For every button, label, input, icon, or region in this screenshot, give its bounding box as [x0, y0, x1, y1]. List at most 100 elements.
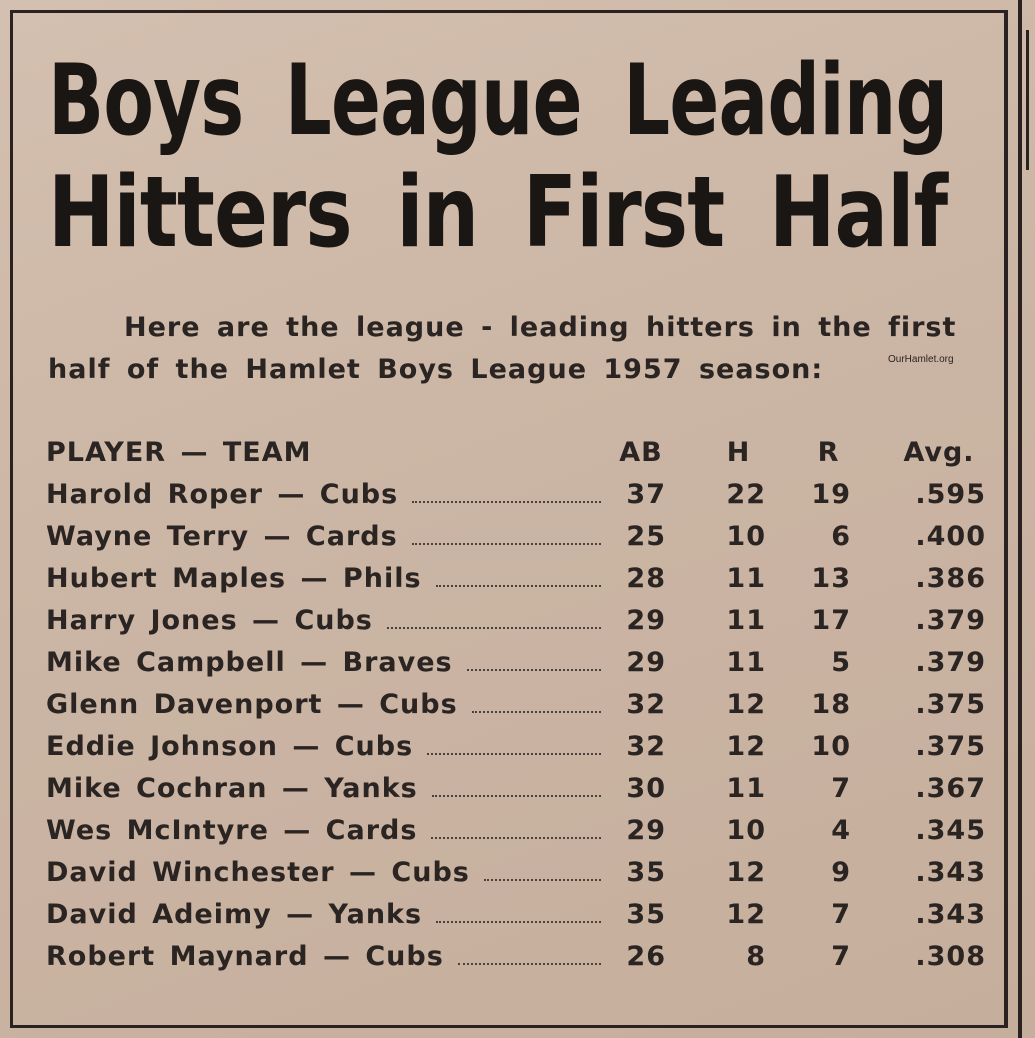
at-bats-cell: 29	[626, 815, 666, 846]
header-h: H	[726, 437, 751, 468]
player-team-cell: Hubert Maples — Phils	[46, 563, 422, 594]
at-bats-cell: 37	[626, 479, 666, 510]
runs-cell: 4	[831, 815, 851, 846]
average-cell: .595	[915, 479, 986, 510]
table-row: Hubert Maples — Phils 28 11 13 .386	[46, 559, 996, 601]
at-bats-cell: 35	[626, 899, 666, 930]
table-header-row: PLAYER — TEAM AB H R Avg.	[46, 433, 996, 475]
runs-cell: 7	[831, 773, 851, 804]
table-row: David Winchester — Cubs 35 12 9 .343	[46, 853, 996, 895]
dot-leader	[436, 919, 601, 923]
player-team-cell: Mike Cochran — Yanks	[46, 773, 418, 804]
runs-cell: 7	[831, 899, 851, 930]
average-cell: .345	[915, 815, 986, 846]
hits-cell: 11	[726, 605, 766, 636]
hits-cell: 11	[726, 563, 766, 594]
player-team-cell: Harry Jones — Cubs	[46, 605, 373, 636]
table-row: Glenn Davenport — Cubs 32 12 18 .375	[46, 685, 996, 727]
header-player-team: PLAYER — TEAM	[46, 437, 312, 468]
runs-cell: 6	[831, 521, 851, 552]
runs-cell: 18	[811, 689, 851, 720]
table-row: Harry Jones — Cubs 29 11 17 .379	[46, 601, 996, 643]
hits-cell: 12	[726, 899, 766, 930]
dot-leader	[412, 499, 601, 503]
dot-leader	[427, 751, 601, 755]
dot-leader	[432, 793, 601, 797]
player-team-cell: Mike Campbell — Braves	[46, 647, 453, 678]
player-team-cell: David Adeimy — Yanks	[46, 899, 423, 930]
player-team-cell: Harold Roper — Cubs	[46, 479, 399, 510]
at-bats-cell: 29	[626, 647, 666, 678]
dot-leader	[436, 583, 601, 587]
average-cell: .379	[915, 605, 986, 636]
headline-line-2: Hitters in First Half	[48, 156, 948, 270]
table-row: Mike Cochran — Yanks 30 11 7 .367	[46, 769, 996, 811]
watermark: OurHamlet.org	[888, 354, 954, 365]
at-bats-cell: 29	[626, 605, 666, 636]
at-bats-cell: 32	[626, 689, 666, 720]
hits-cell: 10	[726, 815, 766, 846]
hits-cell: 22	[726, 479, 766, 510]
runs-cell: 17	[811, 605, 851, 636]
dot-leader	[387, 625, 601, 629]
average-cell: .375	[915, 689, 986, 720]
article-border	[10, 10, 1008, 1028]
average-cell: .367	[915, 773, 986, 804]
average-cell: .343	[915, 899, 986, 930]
player-team-cell: Glenn Davenport — Cubs	[46, 689, 458, 720]
intro-line-2: half of the Hamlet Boys League 1957 seas…	[48, 354, 824, 385]
header-r: R	[817, 437, 840, 468]
hits-cell: 12	[726, 857, 766, 888]
header-avg: Avg.	[903, 437, 975, 468]
dot-leader	[412, 541, 601, 545]
hitters-table: PLAYER — TEAM AB H R Avg. Harold Roper —…	[46, 433, 996, 979]
hits-cell: 11	[726, 647, 766, 678]
hits-cell: 10	[726, 521, 766, 552]
average-cell: .379	[915, 647, 986, 678]
dot-leader	[458, 961, 601, 965]
table-row: Wayne Terry — Cards 25 10 6 .400	[46, 517, 996, 559]
dot-leader	[484, 877, 601, 881]
player-team-cell: Wayne Terry — Cards	[46, 521, 398, 552]
header-ab: AB	[619, 437, 663, 468]
runs-cell: 7	[831, 941, 851, 972]
at-bats-cell: 25	[626, 521, 666, 552]
runs-cell: 10	[811, 731, 851, 762]
runs-cell: 13	[811, 563, 851, 594]
hits-cell: 11	[726, 773, 766, 804]
at-bats-cell: 32	[626, 731, 666, 762]
table-row: Wes McIntyre — Cards 29 10 4 .345	[46, 811, 996, 853]
hits-cell: 8	[746, 941, 766, 972]
dot-leader	[472, 709, 601, 713]
average-cell: .386	[915, 563, 986, 594]
at-bats-cell: 26	[626, 941, 666, 972]
table-row: Harold Roper — Cubs 37 22 19 .595	[46, 475, 996, 517]
at-bats-cell: 28	[626, 563, 666, 594]
dot-leader	[467, 667, 601, 671]
table-body: Harold Roper — Cubs 37 22 19 .595 Wayne Terry…	[46, 475, 996, 979]
runs-cell: 5	[831, 647, 851, 678]
table-row: Eddie Johnson — Cubs 32 12 10 .375	[46, 727, 996, 769]
runs-cell: 19	[811, 479, 851, 510]
headline-line-1: Boys League Leading	[48, 44, 948, 158]
average-cell: .343	[915, 857, 986, 888]
at-bats-cell: 30	[626, 773, 666, 804]
at-bats-cell: 35	[626, 857, 666, 888]
table-row: Robert Maynard — Cubs 26 8 7 .308	[46, 937, 996, 979]
hits-cell: 12	[726, 731, 766, 762]
column-rule	[1018, 0, 1022, 1038]
average-cell: .308	[915, 941, 986, 972]
table-row: Mike Campbell — Braves 29 11 5 .379	[46, 643, 996, 685]
player-team-cell: Wes McIntyre — Cards	[46, 815, 418, 846]
table-row: David Adeimy — Yanks 35 12 7 .343	[46, 895, 996, 937]
player-team-cell: David Winchester — Cubs	[46, 857, 470, 888]
player-team-cell: Robert Maynard — Cubs	[46, 941, 444, 972]
hits-cell: 12	[726, 689, 766, 720]
intro-line-1: Here are the league - leading hitters in…	[124, 312, 957, 343]
runs-cell: 9	[831, 857, 851, 888]
dot-leader	[431, 835, 601, 839]
average-cell: .400	[915, 521, 986, 552]
player-team-cell: Eddie Johnson — Cubs	[46, 731, 414, 762]
column-rule-secondary	[1026, 30, 1029, 170]
